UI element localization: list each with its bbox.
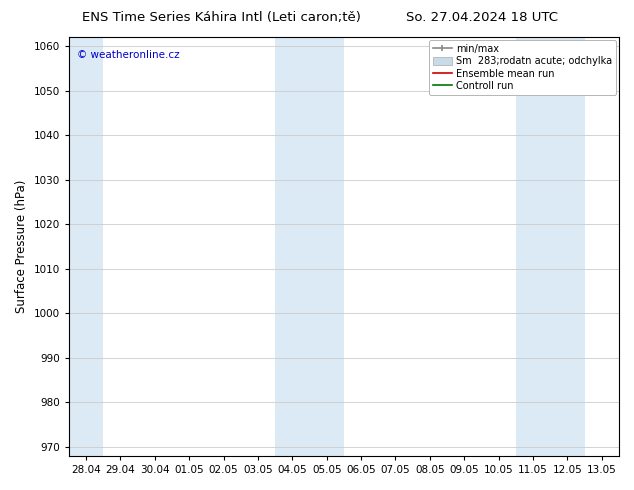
Text: ENS Time Series Káhira Intl (Leti caron;tě): ENS Time Series Káhira Intl (Leti caron;… [82,11,361,24]
Y-axis label: Surface Pressure (hPa): Surface Pressure (hPa) [15,180,28,313]
Text: So. 27.04.2024 18 UTC: So. 27.04.2024 18 UTC [406,11,558,24]
Bar [516,37,585,456]
Legend: min/max, Sm  283;rodatn acute; odchylka, Ensemble mean run, Controll run: min/max, Sm 283;rodatn acute; odchylka, … [429,40,616,95]
Bar [69,37,103,456]
Text: © weatheronline.cz: © weatheronline.cz [77,49,179,60]
Bar [275,37,344,456]
